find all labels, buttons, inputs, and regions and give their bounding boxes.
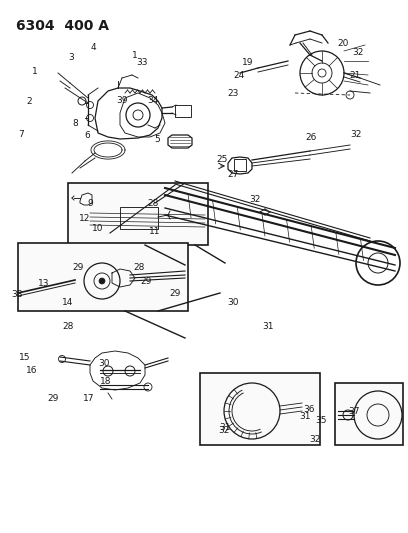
Text: 4: 4 [90,44,96,52]
Text: 24: 24 [233,71,244,80]
Text: 1: 1 [132,52,137,60]
Text: 37: 37 [348,407,360,416]
Bar [68,183,208,245]
Text: 31: 31 [263,322,274,330]
Text: 16: 16 [26,366,38,375]
Text: 27: 27 [228,171,239,179]
Text: 18: 18 [100,377,111,385]
Text: 21: 21 [349,71,361,80]
Text: 6: 6 [85,132,91,140]
Text: 17: 17 [83,394,95,403]
Text: 2: 2 [27,97,32,106]
Text: 29: 29 [47,394,59,403]
Text: 25: 25 [217,156,228,164]
Text: 32: 32 [353,48,364,56]
Bar [335,383,403,445]
Text: 29: 29 [169,289,180,297]
Text: 19: 19 [242,59,254,67]
Text: 38: 38 [11,290,23,298]
Bar [18,243,188,311]
Text: 20: 20 [337,39,348,48]
Text: 36: 36 [304,405,315,414]
Text: 10: 10 [92,224,104,232]
Text: 23: 23 [228,89,239,98]
Text: 28: 28 [147,199,159,208]
Text: 8: 8 [73,119,78,128]
Text: 29: 29 [140,277,152,286]
Text: 12: 12 [79,214,91,223]
Text: 32: 32 [350,130,361,139]
Bar [234,159,246,171]
Text: 3: 3 [69,53,74,61]
Text: 13: 13 [38,279,50,288]
Text: 28: 28 [134,263,145,272]
Text: 28: 28 [63,322,74,330]
Text: 26: 26 [305,133,317,142]
Circle shape [99,278,105,284]
Text: 30: 30 [228,298,239,307]
Text: 33: 33 [136,59,148,67]
Text: 11: 11 [149,228,161,236]
Text: 32: 32 [249,196,261,204]
Text: 1: 1 [32,68,38,76]
Text: 32: 32 [218,426,229,435]
Text: 14: 14 [62,298,73,307]
Text: 35: 35 [316,416,327,424]
Bar [175,105,191,117]
Text: 30: 30 [98,359,110,368]
Bar [200,373,320,445]
Text: 39: 39 [116,96,127,104]
Text: 7: 7 [18,130,24,139]
Text: 32: 32 [309,435,321,444]
Text: 34: 34 [147,96,159,104]
Text: 29: 29 [73,263,84,272]
Text: 15: 15 [19,353,30,361]
Bar [120,207,158,229]
Text: 9: 9 [87,199,93,208]
Text: 6304  400 A: 6304 400 A [16,19,109,33]
Text: 5: 5 [154,135,160,144]
Text: 31: 31 [299,413,311,421]
Text: 31: 31 [220,423,231,432]
